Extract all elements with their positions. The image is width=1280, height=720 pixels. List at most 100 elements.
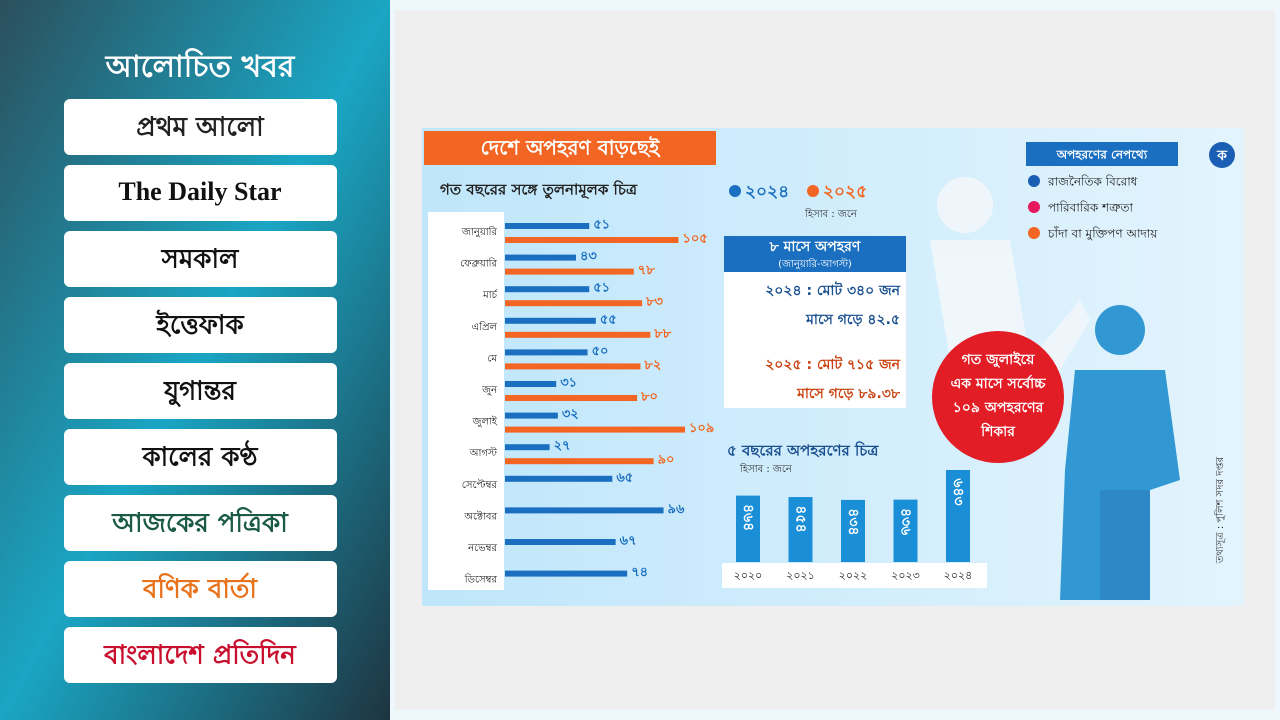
value-label: ৫১ bbox=[593, 218, 610, 233]
summary-line: মাসে গড়ে ৪২.৫ bbox=[805, 312, 900, 328]
bar bbox=[505, 539, 616, 545]
logo: আজকের পত্রিকা bbox=[111, 507, 289, 539]
category-label: ২০২২ bbox=[839, 569, 868, 582]
category-label: মে bbox=[487, 353, 497, 364]
value-label: ৪৫৪ bbox=[793, 505, 809, 532]
logo: সমকাল bbox=[161, 245, 240, 275]
value-label: ৫০ bbox=[592, 344, 609, 359]
value-label: ৫১ bbox=[593, 281, 610, 296]
cause-swatch bbox=[1028, 227, 1040, 239]
summary-line: ২০২৪ : মোট ৩৪০ জন bbox=[765, 281, 900, 299]
title-banner bbox=[424, 131, 716, 165]
logo-card bbox=[64, 495, 337, 551]
bar bbox=[505, 363, 641, 370]
cause-label: রাজনৈতিক বিরোধ bbox=[1047, 175, 1138, 189]
callout-line: এক মাসে সর্বোচ্চ bbox=[951, 374, 1047, 392]
bar bbox=[505, 412, 558, 419]
logo: ইত্তেফাক bbox=[155, 309, 244, 341]
value-label: ২৭ bbox=[554, 439, 571, 454]
bar bbox=[505, 507, 664, 514]
logo-card bbox=[64, 231, 337, 287]
callout-line: ১০৯ অপহরণের bbox=[953, 400, 1045, 416]
summary-subtitle: (জানুয়ারি-আগস্ট) bbox=[778, 257, 852, 270]
legend-swatch bbox=[729, 185, 741, 197]
bar bbox=[788, 497, 813, 562]
value-label: ৮৩ bbox=[645, 295, 663, 310]
legend-label: ২০২৪ bbox=[745, 182, 789, 202]
value-label: ৮২ bbox=[643, 358, 661, 373]
bar bbox=[505, 254, 577, 261]
cause-swatch bbox=[1028, 201, 1040, 213]
category-label: অক্টোবর bbox=[463, 510, 497, 522]
category-label: ডিসেম্বর bbox=[464, 574, 498, 586]
bar bbox=[505, 381, 557, 387]
chart-title: দেশে অপহরণ বাড়ছেই bbox=[481, 136, 661, 160]
value-label: ৫৫ bbox=[600, 312, 617, 327]
category-label: ২০২৩ bbox=[891, 569, 920, 582]
bar bbox=[505, 570, 628, 577]
summary-line: ২০২৫ : মোট ৭১৫ জন bbox=[765, 355, 900, 373]
summary-title: ৮ মাসে অপহরণ bbox=[769, 239, 861, 255]
logo-card bbox=[64, 429, 337, 485]
bar bbox=[505, 237, 679, 243]
bar bbox=[505, 475, 613, 482]
bar bbox=[841, 499, 865, 562]
category-label: জুন bbox=[481, 385, 498, 396]
category-label: ২০২৪ bbox=[944, 569, 973, 582]
bar bbox=[505, 286, 590, 293]
category-column bbox=[428, 212, 504, 590]
legend-label: ২০২৫ bbox=[823, 182, 867, 202]
causes-title: অপহরণের নেপথ্যে bbox=[1056, 148, 1148, 162]
logo: বাংলাদেশ প্রতিদিন bbox=[103, 639, 297, 671]
callout-line: গত জুলাইয়ে bbox=[962, 350, 1035, 369]
logo-card bbox=[64, 363, 337, 419]
bar bbox=[946, 470, 970, 562]
summary-line: মাসে গড়ে ৮৯.৩৮ bbox=[796, 386, 901, 402]
value-label: ৮০ bbox=[640, 390, 658, 405]
bar bbox=[505, 349, 588, 356]
bar bbox=[505, 223, 590, 229]
category-label: এপ্রিল bbox=[472, 321, 498, 333]
sidebar-title: আলোচিত খবর bbox=[105, 48, 296, 85]
value-label: ১০৯ bbox=[689, 421, 714, 436]
bar bbox=[736, 495, 760, 562]
logo: প্রথম আলো bbox=[136, 113, 265, 143]
brand-logo bbox=[1209, 142, 1235, 168]
callout-line: শিকার bbox=[980, 422, 1016, 440]
logo: বণিক বার্তা bbox=[142, 573, 258, 605]
bar bbox=[505, 300, 643, 307]
bar bbox=[505, 268, 634, 275]
bar bbox=[505, 426, 685, 433]
category-label: সেপ্টেম্বর bbox=[462, 479, 498, 491]
bar bbox=[505, 458, 654, 465]
value-label: ১০৫ bbox=[682, 232, 707, 247]
category-label: ২০২০ bbox=[734, 569, 763, 582]
logo: কালের কণ্ঠ bbox=[141, 440, 258, 473]
category-label: ফেব্রুয়ারি bbox=[460, 258, 497, 270]
cause-swatch bbox=[1028, 175, 1040, 187]
value-label: ৪৬৪ bbox=[740, 504, 756, 531]
value-label: ৯০ bbox=[658, 453, 675, 468]
logo: The Daily Star bbox=[118, 177, 281, 206]
category-label: ২০২১ bbox=[786, 569, 815, 582]
logo-card bbox=[64, 297, 337, 353]
bar bbox=[505, 444, 550, 451]
category-label: আগস্ট bbox=[469, 446, 498, 459]
value-label: ৬৪৩ bbox=[950, 478, 966, 505]
cause-label: পারিবারিক শত্রুতা bbox=[1048, 201, 1133, 215]
value-label: ৬৫ bbox=[616, 470, 633, 485]
summary-header bbox=[724, 236, 906, 272]
category-label: জুলাই bbox=[472, 416, 498, 428]
unit-note: হিসাব : জনে bbox=[804, 208, 858, 220]
value-label: ৯৬ bbox=[668, 502, 685, 517]
legend-swatch bbox=[807, 185, 819, 197]
unit-note: হিসাব : জনে bbox=[739, 463, 793, 475]
value-label: ৪৩৬ bbox=[898, 508, 914, 535]
value-label: ৭৮ bbox=[638, 263, 655, 278]
callout-bubble bbox=[932, 331, 1064, 463]
value-label: ৪৩ bbox=[580, 249, 597, 264]
chart-subtitle: গত বছরের সঙ্গে তুলনামূলক চিত্র bbox=[440, 180, 638, 201]
brand: ক bbox=[1216, 148, 1228, 164]
